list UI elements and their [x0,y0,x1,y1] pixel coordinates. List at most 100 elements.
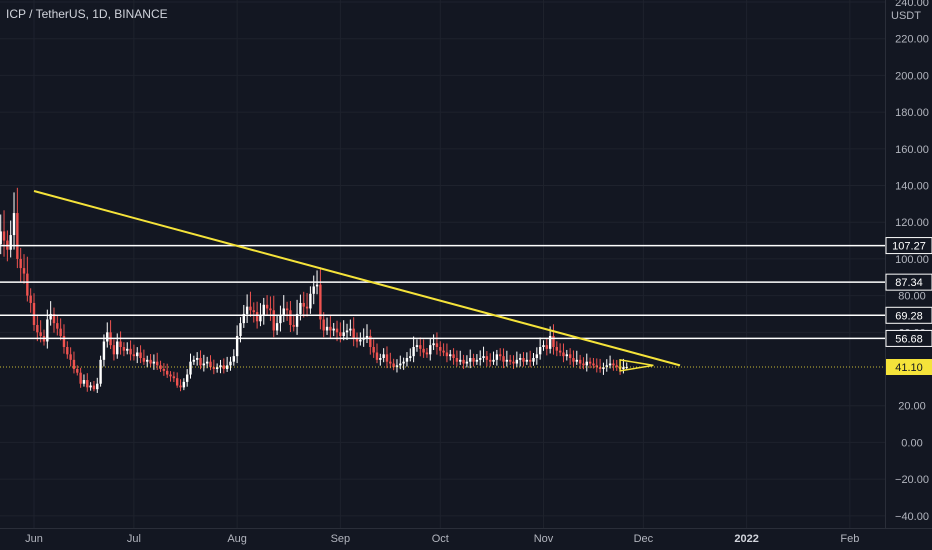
y-tick-label: −20.00 [895,474,929,486]
candle-body [545,345,549,349]
candle-body [305,306,309,309]
level-label: 107.27 [892,241,926,253]
candle-body [615,365,618,368]
candle-body [325,326,329,331]
candle-body [422,348,425,353]
candle-body [149,359,152,364]
level-label-box [885,329,932,347]
candle-body [245,306,249,314]
candle-body [479,358,482,360]
candle-body [86,380,89,388]
candle-body [255,312,259,322]
candlestick-series [0,187,628,393]
trend-drawings [33,190,681,372]
candle-body [132,354,136,357]
candle-body [379,358,382,360]
candle-body [592,363,595,366]
level-label: 56.68 [895,333,923,345]
candle-body [482,356,485,359]
candle-body [106,332,109,342]
candle-body [385,354,389,362]
candle-body [292,324,295,327]
candle-body [69,354,72,360]
candle-body [392,363,395,368]
candle-body [126,348,129,351]
candle-body [289,310,292,325]
candle-body [2,231,6,241]
candle-body [82,380,86,384]
candle-body [172,376,176,379]
candle-body [369,335,372,347]
y-tick-label: 180.00 [895,107,929,119]
candle-body [119,341,122,347]
candle-body [195,358,199,360]
candle-body [209,361,212,368]
candle-body [349,328,352,331]
candle-body [548,335,552,349]
candle-body [452,354,455,359]
candle-body [605,365,608,368]
candle-body [192,359,196,362]
candle-body [455,358,459,362]
candle-body [136,352,139,357]
y-tick-label: 200.00 [895,70,929,82]
candle-body [492,359,495,362]
candle-body [429,345,432,355]
candle-body [485,356,489,360]
currency-label: USDT [891,10,921,22]
candle-body [598,367,602,370]
candle-body [525,359,529,362]
x-tick-label: Dec [634,533,654,545]
y-tick-label: 220.00 [895,34,929,46]
candle-body [282,308,285,316]
candle-body [146,359,149,362]
candle-body [156,361,159,366]
candle-body [152,361,156,364]
candle-body [415,345,419,347]
candle-body [372,346,375,353]
price-labels: 107.27 87.34 69.28 56.68 41.10 [885,237,932,375]
candle-body [515,359,519,364]
candle-body [442,350,445,353]
candle-body [365,335,369,338]
candle-body [335,328,339,333]
candle-body [66,346,69,355]
candle-body [79,372,82,384]
candle-body [202,363,206,366]
candle-body [102,341,106,360]
candle-body [252,310,255,313]
x-tick-label: 2022 [734,533,758,545]
candle-body [469,358,472,362]
trendline [33,190,681,367]
x-tick-label: Jul [127,533,141,545]
candle-body [112,345,116,355]
candle-body [182,381,186,388]
candle-body [215,367,219,370]
x-tick-label: Aug [227,533,247,545]
candle-body [495,354,499,360]
candle-body [359,339,362,342]
x-tick-label: Oct [432,533,449,545]
candle-body [449,354,452,357]
candle-body [39,332,42,336]
candle-body [409,356,412,359]
candle-body [522,358,525,362]
candle-body [285,308,289,311]
candle-body [538,346,542,355]
candle-body [219,365,222,368]
candle-body [299,302,302,314]
time-axis[interactable]: Jun Jul Aug Sep Oct Nov Dec 2022 Feb [25,533,859,545]
candle-body [116,341,119,355]
candle-body [169,374,172,377]
candle-body [339,332,342,336]
candle-body [578,359,582,364]
candle-body [189,361,192,375]
candle-body [222,365,226,370]
candle-body [555,346,559,351]
candle-body [445,352,449,357]
candle-body [29,295,32,303]
candle-body [432,343,435,346]
candle-body [395,365,399,368]
